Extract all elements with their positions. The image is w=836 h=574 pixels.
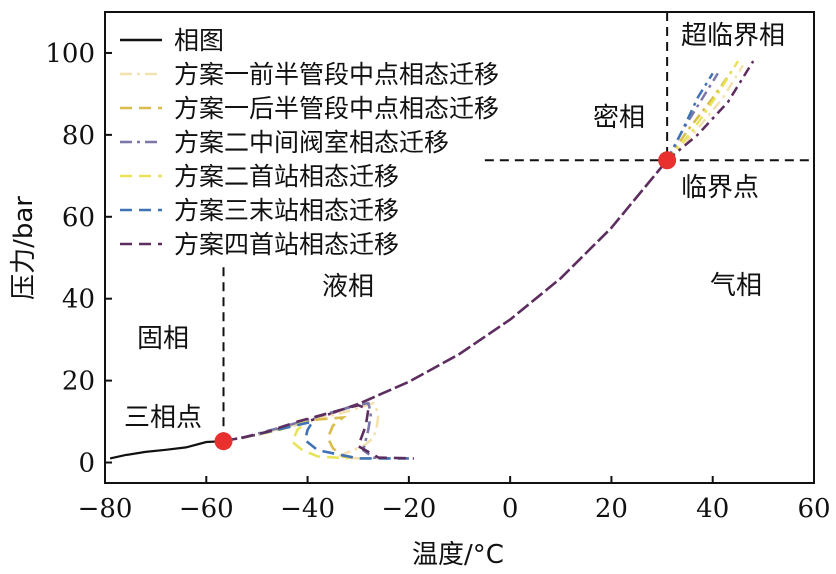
series-line-6 (241, 419, 409, 460)
triple-point-marker (214, 432, 233, 451)
x-tick-label: 0 (502, 494, 519, 524)
y-tick-label: 60 (62, 203, 95, 233)
y-tick-label: 80 (62, 121, 95, 151)
series-line-1 (109, 440, 224, 460)
series-line-2 (241, 401, 380, 460)
axis-ticks: −80 −60 −40 −20 0 20 40 60 0 20 40 60 80 100 (45, 39, 830, 524)
x-axis-label: 温度/°C (412, 540, 504, 570)
legend-label-6: 方案三末站相态迁移 (174, 196, 399, 225)
plot-area (104, 11, 815, 484)
critical-point-label: 临界点 (681, 173, 759, 203)
series-line-7 (241, 403, 414, 460)
dense-branch-5 (665, 72, 714, 161)
legend-label-5: 方案二首站相态迁移 (174, 162, 399, 191)
x-tick-label: −60 (179, 494, 234, 524)
y-tick-label: 100 (45, 39, 95, 69)
x-tick-label: −20 (381, 494, 436, 524)
dense-branch-6 (666, 60, 755, 162)
y-axis-label: 压力/bar (9, 196, 39, 300)
x-tick-label: 20 (595, 494, 628, 524)
region-gas-label: 气相 (710, 271, 762, 301)
x-tick-label: −80 (78, 494, 133, 524)
dense-branch-4 (666, 60, 740, 162)
region-liquid-label: 液相 (322, 272, 374, 302)
legend-label-7: 方案四首站相态迁移 (174, 230, 399, 259)
triple-point-label: 三相点 (124, 403, 202, 433)
legend-label-1: 相图 (174, 26, 224, 55)
phase-boundary-guides (222, 12, 814, 442)
x-tick-label: 40 (696, 494, 729, 524)
y-tick-label: 40 (62, 285, 95, 315)
legend: 相图方案一前半管段中点相态迁移方案一后半管段中点相态迁移方案二中间阀室相态迁移方… (120, 26, 499, 259)
critical-point-marker (658, 151, 677, 170)
region-solid-label: 固相 (137, 324, 189, 354)
region-dense-label: 密相 (593, 103, 645, 133)
legend-label-4: 方案二中间阀室相态迁移 (174, 128, 449, 157)
series-lines (109, 159, 669, 460)
dense-phase-branches (665, 60, 755, 162)
legend-label-3: 方案一后半管段中点相态迁移 (174, 94, 499, 123)
key-points (214, 151, 677, 451)
y-tick-label: 0 (78, 449, 95, 479)
y-tick-label: 20 (62, 367, 95, 397)
plot-frame (104, 11, 815, 484)
series-line-3 (241, 415, 359, 460)
x-tick-label: 60 (797, 494, 830, 524)
region-supercritical-label: 超临界相 (681, 21, 785, 51)
legend-label-2: 方案一前半管段中点相态迁移 (174, 60, 499, 89)
x-tick-label: −40 (280, 494, 335, 524)
dense-branch-1 (666, 64, 745, 162)
